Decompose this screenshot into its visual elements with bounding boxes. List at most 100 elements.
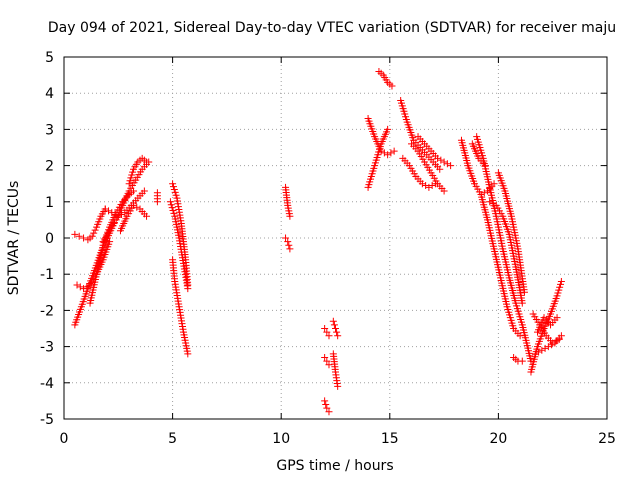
data-point [169,180,177,188]
data-point [440,158,448,166]
data-point [384,125,392,133]
data-point [126,177,134,185]
x-tick-label: 5 [168,431,177,447]
data-point [486,198,494,206]
data-point [541,344,549,352]
data-point [325,408,333,416]
data-point [425,183,433,191]
data-point [73,281,81,289]
data-point [125,180,133,188]
data-point [153,198,161,206]
data-point [329,317,337,325]
data-point [333,328,341,336]
data-point [325,361,333,369]
data-point [143,212,151,220]
data-point [323,404,331,412]
data-point [557,332,565,340]
data-point [71,230,79,238]
data-point [91,226,99,234]
data-point [80,234,88,242]
y-tick-label: -1 [40,267,54,283]
data-point [489,200,497,208]
data-point [106,238,114,246]
data-point [548,341,556,349]
data-point [169,206,177,214]
data-point [518,299,526,307]
data-point [75,232,83,240]
data-point [80,285,88,293]
y-tick-label: -3 [40,340,54,356]
data-point [286,212,294,220]
data-point [388,82,396,90]
x-tick-label: 25 [598,431,616,447]
y-tick-label: 3 [45,122,54,138]
data-point [428,182,436,190]
data-point [330,321,338,329]
data-point [553,292,561,300]
data-point [516,332,524,340]
data-point [140,187,148,195]
data-point [490,180,498,188]
data-point [418,180,426,188]
chart-title: Day 094 of 2021, Sidereal Day-to-day VTE… [48,20,616,36]
data-point [422,182,430,190]
data-point [538,346,546,354]
data-point [167,201,175,209]
data-point [166,198,174,206]
data-point [88,232,96,240]
data-point [286,245,294,253]
data-point [334,332,342,340]
data-point [440,187,448,195]
data-point [380,149,388,157]
data-point [171,188,179,196]
data-point [321,353,329,361]
data-point [172,191,180,199]
data-point [447,162,455,170]
data-point [130,201,138,209]
data-point [284,238,292,246]
x-tick-label: 0 [60,431,69,447]
data-point [108,209,116,217]
data-point [282,234,290,242]
y-tick-label: -4 [40,376,54,392]
data-point [128,171,136,179]
data-point [434,154,442,162]
data-point [553,314,561,322]
data-point [170,185,178,193]
tick-layer: 0 5 10 15 20 25 -5 -4 -3 -2 -1 0 1 2 3 4 5 [40,50,616,447]
data-point [544,343,552,351]
data-point [90,229,98,237]
data-point [133,203,141,211]
x-tick-label: 10 [272,431,290,447]
data-point [143,158,151,166]
x-tick-label: 20 [489,431,507,447]
data-point [111,210,119,218]
y-axis-label: SDTVAR / TECUs [6,181,22,296]
data-point [322,401,330,409]
data-point [184,350,192,358]
y-tick-label: 5 [45,50,54,66]
data-point [520,288,528,296]
data-point [334,382,342,390]
data-point [184,285,192,293]
data-point [83,283,91,291]
data-point [557,280,565,288]
data-point [556,283,564,291]
data-point [323,328,331,336]
data-point [129,168,137,176]
data-point [321,397,329,405]
data-point [384,151,392,159]
x-axis-label: GPS time / hours [276,458,393,474]
y-tick-label: -2 [40,303,54,319]
data-point [518,357,526,365]
data-point [114,212,122,220]
data-point [285,241,293,249]
data-point [480,189,488,197]
points-layer [71,67,565,416]
y-tick-label: -5 [40,412,54,428]
y-tick-label: 0 [45,231,54,247]
x-tick-label: 15 [381,431,399,447]
data-point [387,149,395,157]
y-tick-label: 2 [45,159,54,175]
data-point [443,160,451,168]
